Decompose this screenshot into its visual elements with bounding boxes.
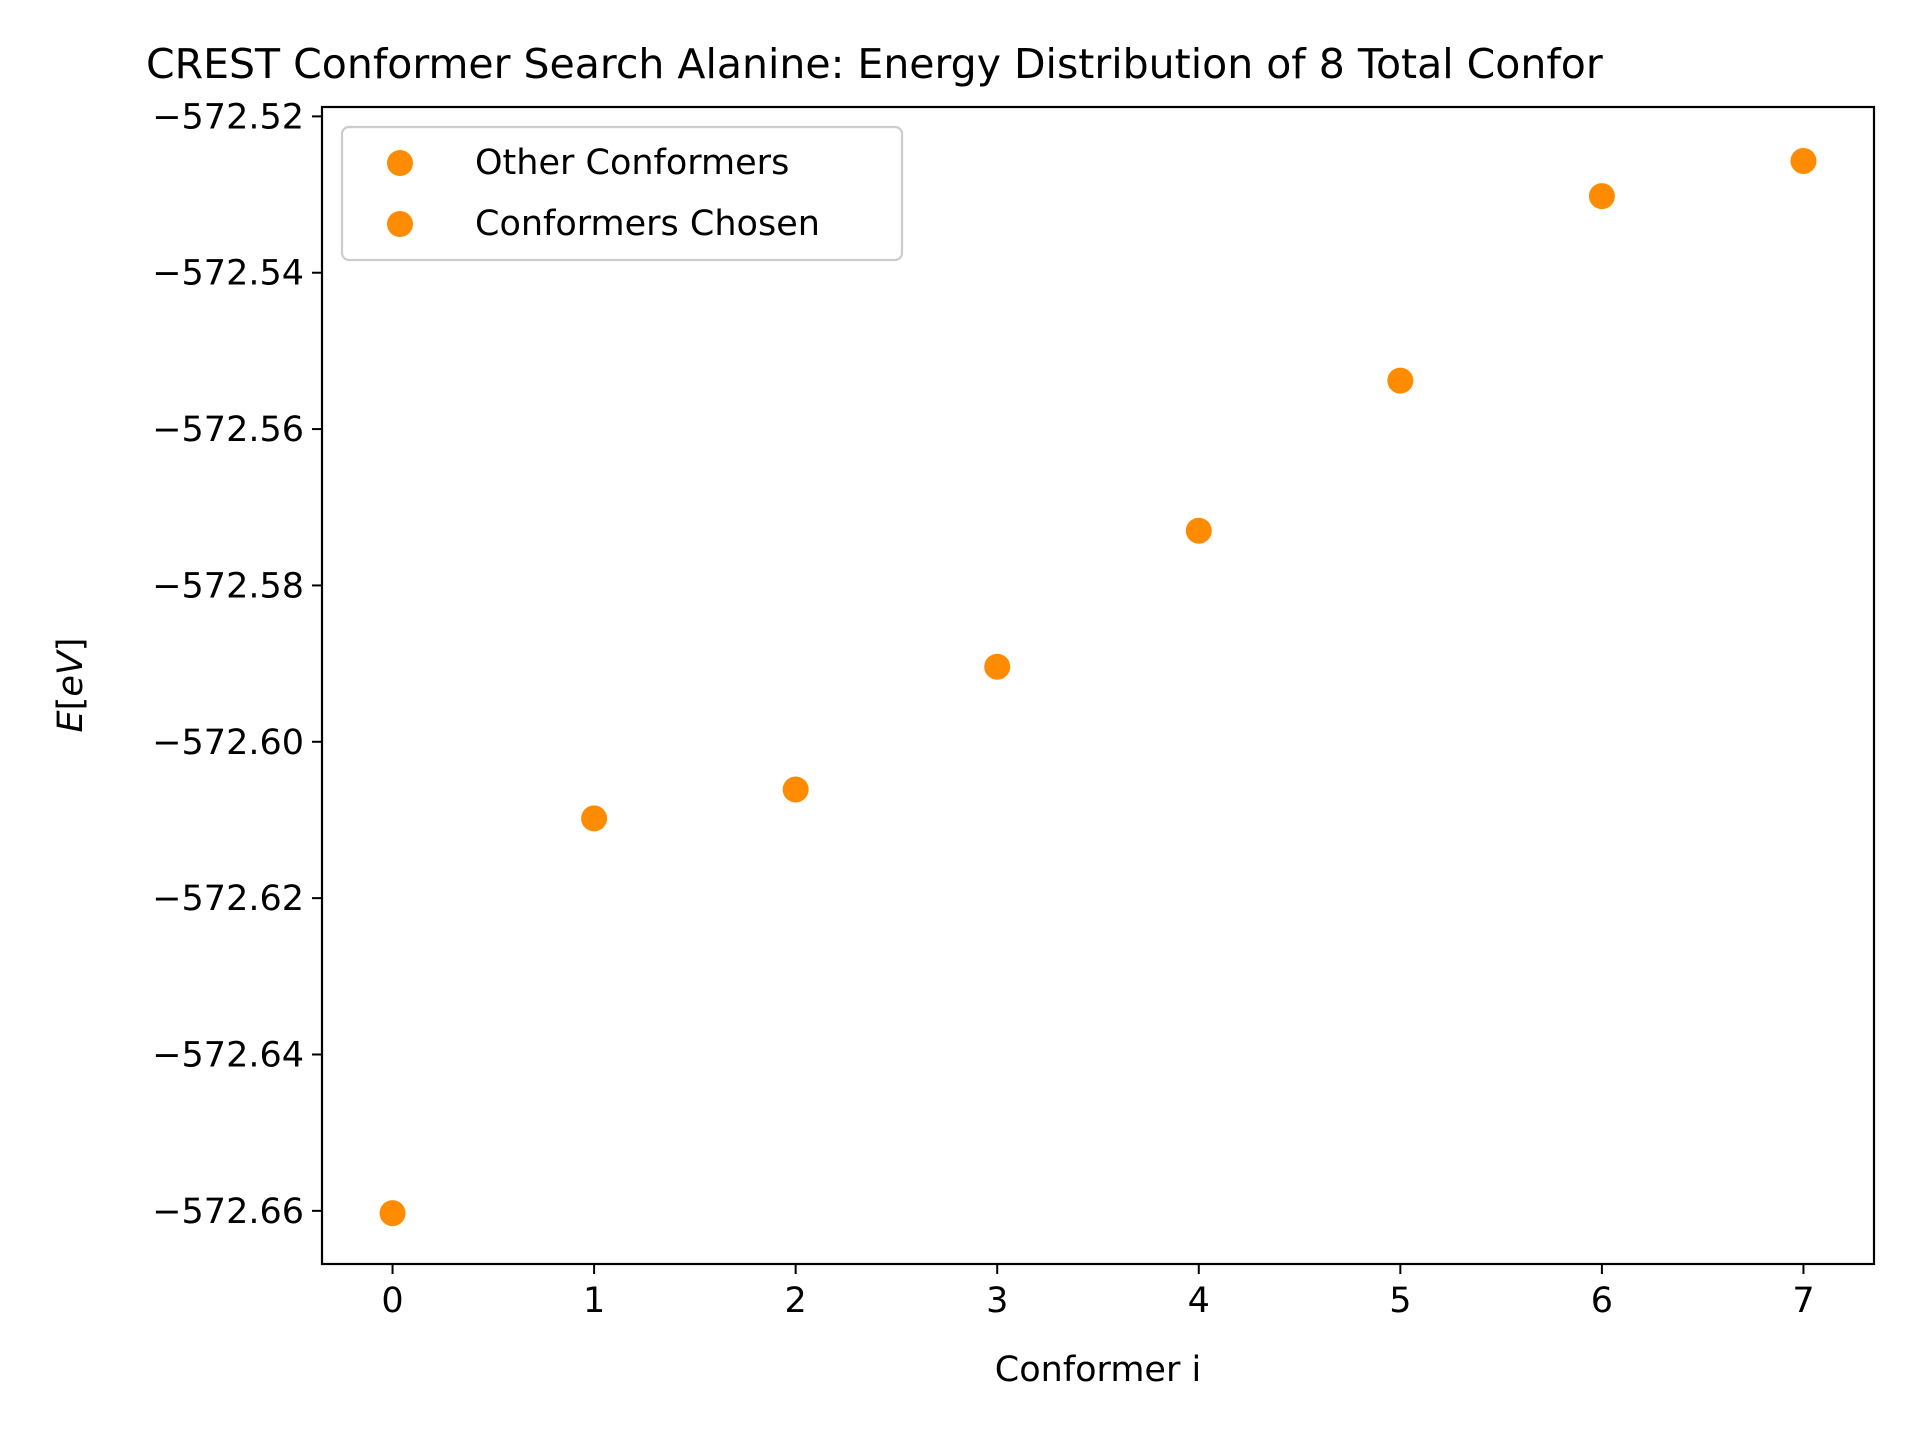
- data-point: [1185, 517, 1212, 544]
- data-point: [782, 776, 809, 803]
- legend-marker-conformers-chosen: [387, 211, 413, 237]
- chart-title: CREST Conformer Search Alanine: Energy D…: [146, 40, 1603, 88]
- x-axis-label: Conformer i: [995, 1350, 1201, 1390]
- legend-label-other-conformers: Other Conformers: [475, 143, 789, 183]
- data-point: [1588, 183, 1615, 210]
- y-tick-label: −572.56: [152, 410, 304, 450]
- plot-area-frame: [320, 105, 1876, 1266]
- x-tick-label: 3: [986, 1281, 1008, 1321]
- data-point: [1790, 147, 1817, 174]
- x-tick-label: 4: [1188, 1281, 1210, 1321]
- legend: Other Conformers Conformers Chosen: [340, 125, 904, 262]
- x-tick-label: 6: [1591, 1281, 1613, 1321]
- y-axis-label: E[eV]: [51, 638, 91, 733]
- y-axis: −572.66 −572.64 −572.62 −572.60 −572.58 −572.…: [152, 97, 322, 1232]
- y-tick-label: −572.52: [152, 97, 304, 137]
- x-axis: 0 1 2 3 4 5 6 7: [381, 1264, 1815, 1321]
- data-point: [581, 805, 608, 832]
- y-tick-label: −572.62: [152, 879, 304, 919]
- data-point: [379, 1200, 406, 1227]
- y-axis-label-close-bracket: ]: [51, 638, 91, 652]
- data-point: [984, 653, 1011, 680]
- legend-box: [340, 125, 904, 262]
- y-tick-label: −572.64: [152, 1035, 304, 1075]
- legend-label-conformers-chosen: Conformers Chosen: [475, 204, 820, 244]
- y-axis-label-open-bracket: [: [51, 697, 91, 711]
- y-axis-label-unit: eV: [51, 649, 91, 697]
- x-tick-label: 5: [1389, 1281, 1411, 1321]
- x-tick-label: 7: [1792, 1281, 1814, 1321]
- data-point: [1387, 367, 1414, 394]
- y-tick-label: −572.60: [152, 723, 304, 763]
- y-axis-label-symbol: E: [51, 709, 91, 732]
- y-tick-label: −572.54: [152, 254, 304, 294]
- x-tick-label: 2: [785, 1281, 807, 1321]
- y-tick-label: −572.58: [152, 566, 304, 606]
- data-points: [379, 147, 1817, 1227]
- x-tick-label: 0: [381, 1281, 403, 1321]
- y-tick-label: −572.66: [152, 1192, 304, 1232]
- legend-marker-other-conformers: [387, 150, 413, 176]
- x-tick-label: 1: [583, 1281, 605, 1321]
